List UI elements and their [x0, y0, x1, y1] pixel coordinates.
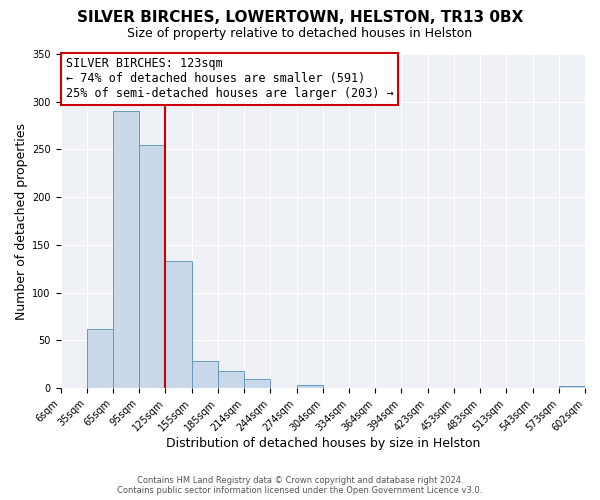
Bar [296, 386, 323, 388]
Bar [191, 360, 218, 388]
Bar [166, 261, 191, 388]
Bar [87, 329, 113, 388]
Bar [559, 386, 585, 388]
Bar [218, 371, 244, 388]
Bar [139, 144, 166, 388]
Text: Contains HM Land Registry data © Crown copyright and database right 2024.
Contai: Contains HM Land Registry data © Crown c… [118, 476, 482, 495]
X-axis label: Distribution of detached houses by size in Helston: Distribution of detached houses by size … [166, 437, 480, 450]
Bar [113, 112, 139, 388]
Bar [244, 378, 271, 388]
Text: SILVER BIRCHES: 123sqm
← 74% of detached houses are smaller (591)
25% of semi-de: SILVER BIRCHES: 123sqm ← 74% of detached… [66, 58, 394, 100]
Y-axis label: Number of detached properties: Number of detached properties [15, 122, 28, 320]
Text: Size of property relative to detached houses in Helston: Size of property relative to detached ho… [127, 28, 473, 40]
Text: SILVER BIRCHES, LOWERTOWN, HELSTON, TR13 0BX: SILVER BIRCHES, LOWERTOWN, HELSTON, TR13… [77, 10, 523, 25]
